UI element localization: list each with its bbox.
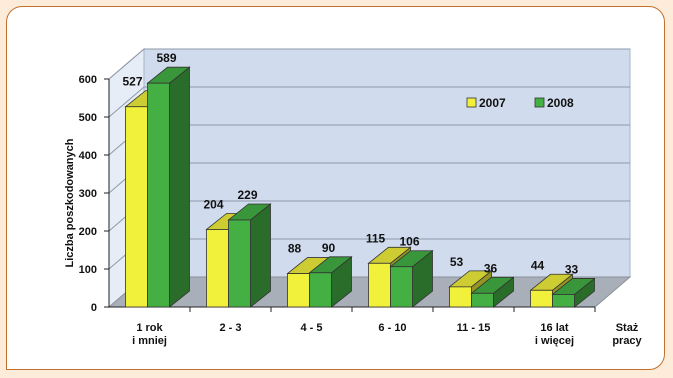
bar-side-2008[interactable] bbox=[250, 203, 271, 308]
data-label: 36 bbox=[484, 261, 498, 275]
bar-2008[interactable] bbox=[552, 294, 575, 308]
bar-2007[interactable] bbox=[206, 229, 229, 308]
data-label: 44 bbox=[531, 258, 545, 272]
data-label: 90 bbox=[322, 241, 336, 255]
legend-label: 2008 bbox=[547, 96, 574, 110]
bar-2007[interactable] bbox=[449, 286, 472, 308]
bar-2008[interactable] bbox=[471, 292, 494, 308]
x-tick-label: i mniej bbox=[132, 335, 167, 347]
y-tick-label: 100 bbox=[79, 264, 97, 276]
bar-2007[interactable] bbox=[530, 289, 553, 308]
data-label: 53 bbox=[450, 255, 464, 269]
x-tick-label: 4 - 5 bbox=[300, 322, 322, 334]
data-label: 33 bbox=[565, 262, 579, 276]
y-tick-label: 600 bbox=[79, 74, 97, 86]
legend-swatch-2008 bbox=[534, 97, 545, 108]
data-label: 229 bbox=[237, 188, 257, 202]
gridline-side bbox=[108, 86, 145, 118]
x-axis-title: pracy bbox=[612, 335, 642, 347]
legend-swatch-2007 bbox=[466, 97, 477, 108]
bar-2007[interactable] bbox=[125, 106, 148, 308]
data-label: 115 bbox=[366, 231, 386, 245]
bar-2008[interactable] bbox=[390, 266, 413, 308]
y-tick-label: 300 bbox=[79, 188, 97, 200]
bar-2008[interactable] bbox=[147, 82, 170, 308]
gridline-side bbox=[108, 48, 145, 80]
bar-2007[interactable] bbox=[368, 262, 391, 308]
y-tick-label: 0 bbox=[91, 302, 97, 314]
data-label: 106 bbox=[399, 235, 419, 249]
bar-side-2008[interactable] bbox=[169, 66, 190, 308]
x-tick-label: 16 lat bbox=[540, 322, 568, 334]
bar-2007[interactable] bbox=[287, 273, 310, 308]
x-tick-label: 6 - 10 bbox=[378, 322, 406, 334]
y-tick-label: 200 bbox=[79, 226, 97, 238]
y-axis-title: Liczba poszkodowanych bbox=[64, 138, 76, 267]
x-tick-label: 11 - 15 bbox=[457, 322, 491, 334]
bar-chart-3d: 0 100 200 300 400 500 600 Liczba poszkodowanych… bbox=[64, 47, 643, 347]
y-tick-label: 400 bbox=[79, 150, 97, 162]
data-label: 204 bbox=[203, 197, 223, 211]
data-label: 88 bbox=[288, 242, 302, 256]
x-tick-label: i więcej bbox=[535, 335, 574, 347]
x-tick-label: 1 rok bbox=[136, 322, 163, 334]
y-tick-label: 500 bbox=[79, 112, 97, 124]
chart-frame: 0 100 200 300 400 500 600 Liczba poszkodowanych… bbox=[6, 6, 665, 370]
data-label: 589 bbox=[156, 51, 176, 65]
bar-2008[interactable] bbox=[309, 272, 332, 308]
x-axis-title: Staż bbox=[616, 322, 639, 334]
data-label: 527 bbox=[122, 75, 142, 89]
legend-label: 2007 bbox=[479, 96, 506, 110]
bar-2008[interactable] bbox=[228, 219, 251, 308]
x-tick-label: 2 - 3 bbox=[219, 322, 241, 334]
